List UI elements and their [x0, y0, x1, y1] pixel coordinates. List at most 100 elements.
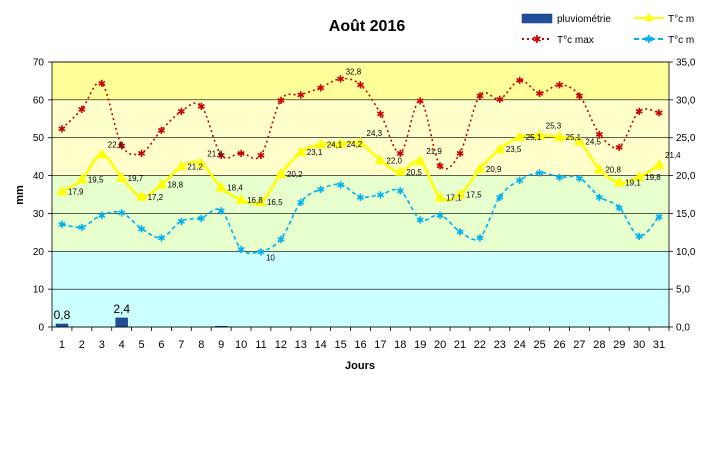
- star-marker: ✱: [575, 91, 583, 102]
- tmoy-value-label: 19,7: [128, 174, 144, 183]
- tmoy-marker: [573, 135, 585, 146]
- star-marker: ✱: [257, 151, 265, 162]
- x-tick-label: 15: [334, 339, 346, 351]
- star-marker: ✱: [197, 214, 205, 225]
- tmoy-value-label: 20,2: [287, 170, 303, 179]
- star-marker: ✱: [237, 245, 245, 256]
- x-tick-label: 25: [534, 339, 546, 351]
- tmoy-value-label: 23,1: [307, 148, 323, 157]
- star-marker: ✱: [516, 176, 524, 187]
- tmoy-value-label: 21,2: [187, 162, 203, 171]
- legend-label-rain: pluviométrie: [557, 14, 611, 25]
- tmoy-value-label: 20,5: [406, 168, 422, 177]
- star-marker: ✱: [615, 203, 623, 214]
- right-tick-label: 10,0: [676, 247, 696, 258]
- x-tick-label: 16: [354, 339, 366, 351]
- x-tick-label: 30: [633, 339, 645, 351]
- star-marker: ✱: [396, 187, 404, 198]
- tmoy-marker: [355, 137, 366, 148]
- rain-value-label: 2,4: [113, 302, 130, 316]
- x-tick-label: 18: [394, 339, 406, 351]
- x-tick-label: 10: [235, 339, 247, 351]
- legend-marker-tmoy: [644, 13, 654, 21]
- tmoy-value-label: 20,9: [486, 165, 502, 174]
- tmoy-value-label: 19,5: [88, 175, 104, 184]
- tmoy-marker: [235, 193, 247, 204]
- tmoy-value-label: 19,1: [625, 178, 641, 187]
- tmoy-value-label: 25,3: [546, 121, 562, 130]
- legend-label-tmax: T°c max: [557, 35, 594, 46]
- rain-bars: 0,8 2,4: [54, 302, 228, 328]
- right-tick-label: 25,0: [676, 133, 696, 144]
- tmoy-marker: [494, 143, 506, 154]
- star-marker: ✱: [416, 215, 424, 226]
- star-marker: ✱: [416, 97, 424, 108]
- temperature-lines: ✱ ✱ ✱ ✱ ✱ ✱ ✱ ✱ ✱ ✱ ✱ ✱ ✱ ✱ ✱ ✱ ✱ ✱ ✱ ✱ ✱ ✱ ✱ ✱ ✱ ✱ ✱ ✱ ✱ ✱ ✱ ✱ ✱ ✱ ✱ ✱ ✱ ✱ ✱ ✱…: [56, 75, 665, 258]
- star-marker: ✱: [117, 209, 125, 220]
- star-marker: ✱: [237, 149, 245, 160]
- star-marker: ✱: [217, 151, 225, 162]
- star-marker: ✱: [277, 235, 285, 246]
- tmoy-value-label: 18,4: [227, 184, 243, 193]
- tmin-value-label: 10: [266, 253, 275, 262]
- tmoy-marker: [394, 165, 406, 176]
- y-axis-title: mm: [14, 185, 26, 205]
- star-marker: ✱: [535, 169, 543, 180]
- tmoy-marker: [474, 162, 486, 173]
- x-tick-label: 3: [99, 339, 105, 351]
- tmoy-marker: [554, 130, 566, 141]
- x-tick-label: 5: [139, 339, 145, 351]
- legend: pluviométrie T°c m ✱ T°c max ✱ T°c m: [521, 13, 694, 46]
- x-tick-label: 7: [178, 339, 184, 351]
- tmoy-marker: [414, 155, 426, 166]
- x-tick-label: 4: [119, 339, 125, 351]
- star-marker: ✱: [356, 193, 364, 204]
- data-labels: 17,9 19,5 22,8 19,7 17,218,8 21,2 21,6 18,4 16,8…: [68, 68, 681, 263]
- x-tick-label: 23: [494, 339, 506, 351]
- legend-swatch-rain: [521, 13, 553, 24]
- star-marker: ✱: [575, 174, 583, 185]
- tmoy-value-label: 22,8: [108, 140, 124, 149]
- x-tick-label: 1: [59, 339, 65, 351]
- star-marker: ✱: [217, 206, 225, 217]
- star-marker: ✱: [316, 84, 324, 95]
- star-marker: ✱: [78, 223, 86, 234]
- tmoy-marker: [116, 171, 128, 182]
- x-tick-label: 22: [474, 339, 486, 351]
- tmoy-value-label: 17,1: [446, 194, 462, 203]
- tmoy-marker: [255, 196, 267, 207]
- star-marker: ✱: [655, 212, 663, 223]
- series-line-tmin: [61, 171, 660, 255]
- tmoy-marker: [434, 191, 446, 202]
- tmoy-value-label: 20,8: [605, 166, 621, 175]
- tmoy-marker: [56, 185, 68, 196]
- star-marker: ✱: [615, 143, 623, 154]
- rain-bar: [55, 323, 69, 328]
- tmoy-marker: [175, 160, 187, 171]
- x-tick-label: 24: [514, 339, 526, 351]
- star-marker: ✱: [496, 95, 504, 106]
- star-marker: ✱: [157, 126, 165, 137]
- tmoy-value-label: 18,8: [167, 181, 183, 190]
- star-marker: ✱: [98, 79, 106, 90]
- tmoy-marker: [76, 173, 88, 184]
- tmoy-marker: [613, 176, 625, 187]
- star-marker: ✱: [476, 234, 484, 245]
- star-marker: ✱: [456, 228, 464, 239]
- tmoy-marker: [374, 154, 386, 165]
- x-tick-label: 19: [414, 339, 426, 351]
- star-marker: ✱: [356, 81, 364, 92]
- star-marker: ✱: [58, 220, 66, 231]
- star-marker: ✱: [297, 91, 305, 102]
- tmoy-marker: [633, 171, 645, 182]
- left-tick-label: 20: [33, 247, 45, 258]
- tmoy-marker: [136, 190, 148, 201]
- star-marker: ✱: [137, 149, 145, 160]
- tmoy-value-label: 22,0: [386, 156, 402, 165]
- right-tick-label: 20,0: [676, 171, 696, 182]
- tmoy-marker: [534, 129, 546, 140]
- tmoy-marker: [295, 146, 307, 157]
- tmoy-value-label: 19,8: [645, 173, 661, 182]
- x-tick-label: 21: [454, 339, 466, 351]
- star-marker: ✱: [436, 211, 444, 222]
